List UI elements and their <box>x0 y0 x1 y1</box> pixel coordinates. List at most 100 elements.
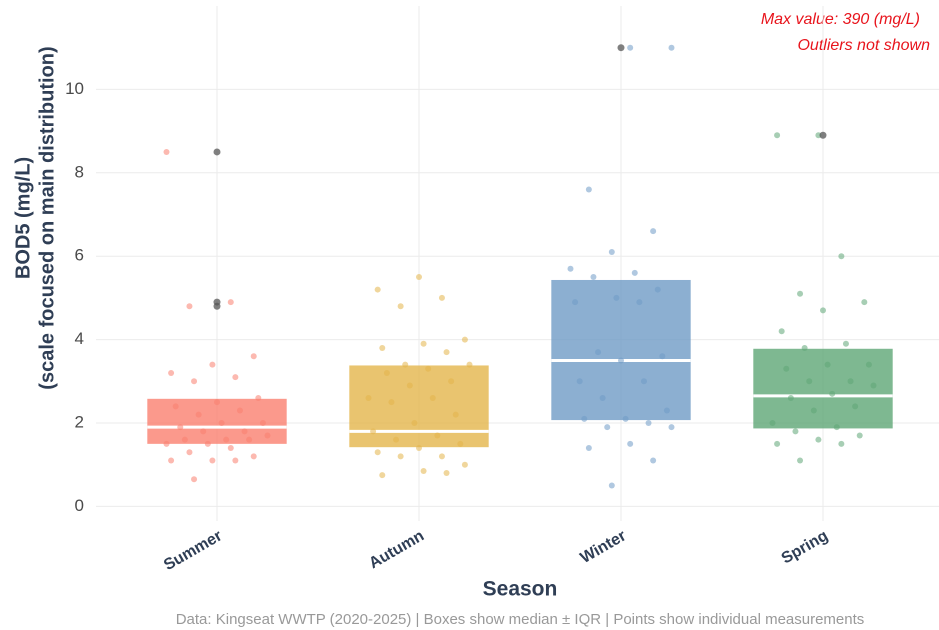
data-point <box>631 269 638 276</box>
data-point <box>406 382 413 389</box>
data-point <box>163 148 170 155</box>
data-point <box>416 445 422 452</box>
data-point <box>374 286 381 293</box>
data-point <box>627 440 634 447</box>
data-point <box>250 353 257 360</box>
y-axis-title-line: (scale focused on main distribution) <box>36 46 58 389</box>
data-point <box>663 407 670 414</box>
outlier-point <box>213 302 221 310</box>
data-point <box>810 407 817 414</box>
data-point <box>636 299 643 306</box>
y-tick-label: 10 <box>65 79 84 98</box>
data-point <box>659 353 666 360</box>
data-point <box>820 307 826 314</box>
data-point <box>388 399 395 406</box>
y-tick-label: 6 <box>75 246 84 265</box>
data-point <box>797 457 804 464</box>
data-point <box>438 453 445 460</box>
y-tick-label: 4 <box>75 329 84 348</box>
box <box>349 365 489 448</box>
data-point <box>379 472 386 479</box>
data-point <box>787 394 794 401</box>
data-point <box>232 374 239 381</box>
data-point <box>861 299 868 306</box>
data-point <box>236 407 243 414</box>
data-point <box>200 428 207 435</box>
data-point <box>824 361 831 368</box>
x-tick-label: Summer <box>161 527 225 574</box>
data-point <box>204 440 211 447</box>
data-point <box>833 424 840 431</box>
data-point <box>774 132 781 139</box>
data-point <box>838 253 845 260</box>
data-point <box>186 449 193 456</box>
data-point <box>654 286 661 293</box>
y-tick-label: 0 <box>75 496 84 515</box>
data-point <box>852 403 859 410</box>
data-point <box>847 378 854 385</box>
data-point <box>815 436 822 443</box>
data-point <box>443 349 450 356</box>
data-point <box>393 436 400 443</box>
data-point <box>177 424 184 431</box>
data-point <box>595 349 602 356</box>
annotation: Max value: 390 (mg/L) <box>761 11 920 28</box>
data-point <box>425 365 432 372</box>
outlier-point <box>819 131 827 139</box>
data-point <box>622 415 629 422</box>
box <box>551 279 691 421</box>
data-point <box>397 303 404 310</box>
data-point <box>448 378 455 385</box>
data-point <box>769 420 776 427</box>
data-point <box>806 378 813 385</box>
data-point <box>613 294 620 301</box>
data-point <box>168 457 175 464</box>
data-point <box>668 424 675 431</box>
data-point <box>223 436 230 443</box>
data-point <box>259 420 266 427</box>
data-point <box>608 482 615 489</box>
data-point <box>599 394 606 401</box>
data-point <box>181 436 188 443</box>
data-point <box>214 399 220 406</box>
data-point <box>163 440 170 447</box>
data-point <box>209 457 216 464</box>
annotation: Outliers not shown <box>797 37 930 54</box>
data-point <box>774 440 781 447</box>
data-point <box>567 265 574 272</box>
data-point <box>452 411 459 418</box>
data-point <box>383 369 390 376</box>
y-tick-label: 2 <box>75 412 84 431</box>
data-point <box>365 394 372 401</box>
data-point <box>778 328 785 335</box>
data-point <box>255 394 262 401</box>
data-point <box>590 274 597 281</box>
data-point <box>434 432 441 439</box>
data-point <box>246 436 253 443</box>
data-point <box>783 365 790 372</box>
data-point <box>227 445 234 452</box>
data-point <box>466 361 473 368</box>
data-point <box>645 420 652 427</box>
data-point <box>618 357 624 364</box>
data-point <box>650 457 657 464</box>
data-point <box>801 344 808 351</box>
data-point <box>870 382 877 389</box>
outlier-point <box>213 148 221 156</box>
data-point <box>457 440 464 447</box>
data-point <box>838 440 845 447</box>
data-point <box>420 340 427 347</box>
data-point <box>191 378 198 385</box>
data-point <box>585 186 592 193</box>
data-point <box>420 467 427 474</box>
data-point <box>627 44 634 51</box>
data-point <box>461 461 468 468</box>
data-point <box>438 294 445 301</box>
data-point <box>461 336 468 343</box>
data-point <box>411 420 418 427</box>
data-point <box>191 476 198 483</box>
x-tick-label: Winter <box>578 527 629 567</box>
data-point <box>195 411 202 418</box>
data-point <box>370 428 377 435</box>
